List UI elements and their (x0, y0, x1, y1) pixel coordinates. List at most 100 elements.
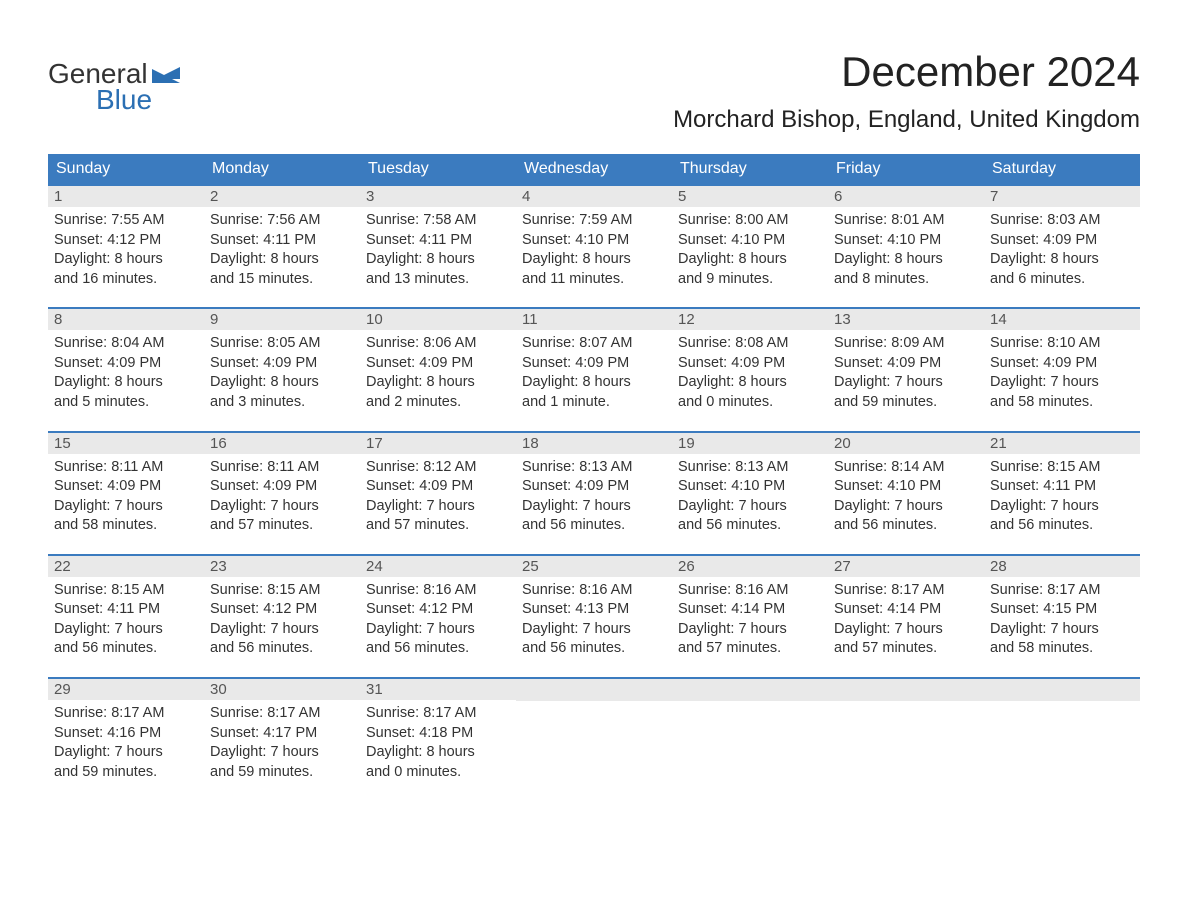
week-row: 1Sunrise: 7:55 AMSunset: 4:12 PMDaylight… (48, 184, 1140, 289)
daylight-line-2: and 56 minutes. (834, 516, 978, 536)
day-cell: 22Sunrise: 8:15 AMSunset: 4:11 PMDayligh… (48, 556, 204, 659)
day-number: 24 (360, 556, 516, 577)
weekday-header: Tuesday (360, 154, 516, 184)
day-details: Sunrise: 8:17 AMSunset: 4:14 PMDaylight:… (828, 577, 984, 659)
daylight-line-2: and 8 minutes. (834, 270, 978, 290)
day-details: Sunrise: 8:13 AMSunset: 4:10 PMDaylight:… (672, 454, 828, 536)
daylight-line-2: and 2 minutes. (366, 393, 510, 413)
day-cell: 13Sunrise: 8:09 AMSunset: 4:09 PMDayligh… (828, 309, 984, 412)
day-cell: 9Sunrise: 8:05 AMSunset: 4:09 PMDaylight… (204, 309, 360, 412)
title-block: December 2024 Morchard Bishop, England, … (673, 48, 1140, 146)
day-number (516, 679, 672, 701)
day-details: Sunrise: 8:16 AMSunset: 4:12 PMDaylight:… (360, 577, 516, 659)
sunrise-line: Sunrise: 7:59 AM (522, 211, 666, 231)
weekday-header: Thursday (672, 154, 828, 184)
daylight-line-2: and 56 minutes. (366, 639, 510, 659)
sunset-line: Sunset: 4:09 PM (990, 354, 1134, 374)
page-header: General Blue December 2024 Morchard Bish… (48, 48, 1140, 146)
daylight-line-1: Daylight: 7 hours (54, 620, 198, 640)
sunset-line: Sunset: 4:09 PM (366, 477, 510, 497)
day-details: Sunrise: 8:08 AMSunset: 4:09 PMDaylight:… (672, 330, 828, 412)
sunrise-line: Sunrise: 8:07 AM (522, 334, 666, 354)
day-number: 13 (828, 309, 984, 330)
sunset-line: Sunset: 4:15 PM (990, 600, 1134, 620)
daylight-line-1: Daylight: 7 hours (990, 373, 1134, 393)
daylight-line-2: and 11 minutes. (522, 270, 666, 290)
daylight-line-1: Daylight: 7 hours (990, 497, 1134, 517)
day-number: 1 (48, 186, 204, 207)
weeks-container: 1Sunrise: 7:55 AMSunset: 4:12 PMDaylight… (48, 184, 1140, 782)
daylight-line-2: and 6 minutes. (990, 270, 1134, 290)
day-cell: 3Sunrise: 7:58 AMSunset: 4:11 PMDaylight… (360, 186, 516, 289)
day-cell: 23Sunrise: 8:15 AMSunset: 4:12 PMDayligh… (204, 556, 360, 659)
daylight-line-2: and 57 minutes. (834, 639, 978, 659)
daylight-line-1: Daylight: 8 hours (522, 373, 666, 393)
sunrise-line: Sunrise: 8:11 AM (210, 458, 354, 478)
day-details: Sunrise: 8:16 AMSunset: 4:14 PMDaylight:… (672, 577, 828, 659)
daylight-line-1: Daylight: 7 hours (678, 497, 822, 517)
sunrise-line: Sunrise: 8:13 AM (678, 458, 822, 478)
sunset-line: Sunset: 4:11 PM (990, 477, 1134, 497)
day-cell: 19Sunrise: 8:13 AMSunset: 4:10 PMDayligh… (672, 433, 828, 536)
day-cell: 15Sunrise: 8:11 AMSunset: 4:09 PMDayligh… (48, 433, 204, 536)
sunrise-line: Sunrise: 7:58 AM (366, 211, 510, 231)
daylight-line-2: and 5 minutes. (54, 393, 198, 413)
sunset-line: Sunset: 4:13 PM (522, 600, 666, 620)
sunrise-line: Sunrise: 8:05 AM (210, 334, 354, 354)
daylight-line-2: and 15 minutes. (210, 270, 354, 290)
day-number: 12 (672, 309, 828, 330)
sunrise-line: Sunrise: 8:03 AM (990, 211, 1134, 231)
sunrise-line: Sunrise: 8:12 AM (366, 458, 510, 478)
daylight-line-1: Daylight: 7 hours (366, 497, 510, 517)
day-number: 28 (984, 556, 1140, 577)
sunrise-line: Sunrise: 8:15 AM (54, 581, 198, 601)
brand-word-2: Blue (96, 84, 152, 116)
daylight-line-1: Daylight: 8 hours (210, 250, 354, 270)
daylight-line-1: Daylight: 7 hours (210, 620, 354, 640)
sunrise-line: Sunrise: 8:00 AM (678, 211, 822, 231)
sunset-line: Sunset: 4:09 PM (834, 354, 978, 374)
daylight-line-2: and 57 minutes. (210, 516, 354, 536)
day-details: Sunrise: 8:06 AMSunset: 4:09 PMDaylight:… (360, 330, 516, 412)
day-cell (516, 679, 672, 782)
day-number: 14 (984, 309, 1140, 330)
daylight-line-1: Daylight: 8 hours (834, 250, 978, 270)
day-cell: 4Sunrise: 7:59 AMSunset: 4:10 PMDaylight… (516, 186, 672, 289)
day-cell: 28Sunrise: 8:17 AMSunset: 4:15 PMDayligh… (984, 556, 1140, 659)
sunrise-line: Sunrise: 8:16 AM (678, 581, 822, 601)
day-number: 21 (984, 433, 1140, 454)
sunrise-line: Sunrise: 8:17 AM (54, 704, 198, 724)
day-details: Sunrise: 8:01 AMSunset: 4:10 PMDaylight:… (828, 207, 984, 289)
weekday-header: Saturday (984, 154, 1140, 184)
day-details: Sunrise: 8:16 AMSunset: 4:13 PMDaylight:… (516, 577, 672, 659)
day-cell: 30Sunrise: 8:17 AMSunset: 4:17 PMDayligh… (204, 679, 360, 782)
day-cell: 1Sunrise: 7:55 AMSunset: 4:12 PMDaylight… (48, 186, 204, 289)
day-number: 5 (672, 186, 828, 207)
day-details: Sunrise: 8:15 AMSunset: 4:12 PMDaylight:… (204, 577, 360, 659)
day-cell: 27Sunrise: 8:17 AMSunset: 4:14 PMDayligh… (828, 556, 984, 659)
day-details: Sunrise: 8:17 AMSunset: 4:17 PMDaylight:… (204, 700, 360, 782)
daylight-line-2: and 59 minutes. (834, 393, 978, 413)
day-number: 8 (48, 309, 204, 330)
day-number (828, 679, 984, 701)
daylight-line-1: Daylight: 7 hours (834, 373, 978, 393)
daylight-line-2: and 56 minutes. (990, 516, 1134, 536)
sunset-line: Sunset: 4:09 PM (522, 354, 666, 374)
day-cell (828, 679, 984, 782)
day-cell: 8Sunrise: 8:04 AMSunset: 4:09 PMDaylight… (48, 309, 204, 412)
day-details: Sunrise: 8:03 AMSunset: 4:09 PMDaylight:… (984, 207, 1140, 289)
day-number: 23 (204, 556, 360, 577)
daylight-line-1: Daylight: 8 hours (366, 250, 510, 270)
day-cell: 21Sunrise: 8:15 AMSunset: 4:11 PMDayligh… (984, 433, 1140, 536)
day-cell: 17Sunrise: 8:12 AMSunset: 4:09 PMDayligh… (360, 433, 516, 536)
day-cell: 2Sunrise: 7:56 AMSunset: 4:11 PMDaylight… (204, 186, 360, 289)
day-number: 31 (360, 679, 516, 700)
sunrise-line: Sunrise: 8:10 AM (990, 334, 1134, 354)
day-details: Sunrise: 7:55 AMSunset: 4:12 PMDaylight:… (48, 207, 204, 289)
daylight-line-2: and 0 minutes. (678, 393, 822, 413)
day-number: 29 (48, 679, 204, 700)
day-details: Sunrise: 8:09 AMSunset: 4:09 PMDaylight:… (828, 330, 984, 412)
sunrise-line: Sunrise: 8:06 AM (366, 334, 510, 354)
sunset-line: Sunset: 4:14 PM (834, 600, 978, 620)
day-details: Sunrise: 8:05 AMSunset: 4:09 PMDaylight:… (204, 330, 360, 412)
